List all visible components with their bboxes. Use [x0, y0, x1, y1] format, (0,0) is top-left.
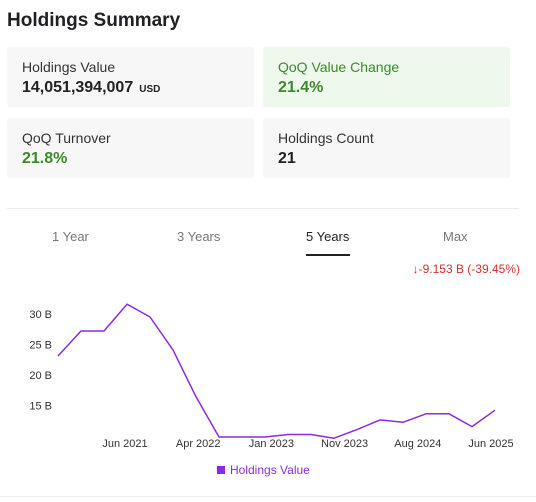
x-tick-label: Jan 2023	[249, 438, 294, 450]
qoq-value-change-card: QoQ Value Change 21.4%	[263, 47, 510, 107]
qoq-value-change-value: 21.4%	[278, 79, 324, 96]
x-tick-label: Aug 2024	[394, 438, 441, 450]
page-title: Holdings Summary	[7, 10, 181, 31]
active-tab-indicator	[306, 254, 350, 256]
legend-label: Holdings Value	[230, 463, 310, 477]
y-tick-label: 15 B	[29, 400, 52, 412]
data-point	[447, 412, 451, 416]
holdings-count-label: Holdings Count	[278, 130, 374, 146]
y-tick-label: 25 B	[29, 339, 52, 351]
tab-3-years[interactable]: 3 Years	[177, 229, 221, 244]
data-point	[125, 302, 129, 306]
qoq-value-change-label: QoQ Value Change	[278, 59, 400, 75]
qoq-turnover-label: QoQ Turnover	[22, 130, 111, 146]
data-point	[240, 435, 244, 439]
tab-1-year[interactable]: 1 Year	[52, 229, 89, 244]
y-axis-ticks: 15 B 20 B 25 B 30 B	[29, 309, 52, 412]
x-tick-label: Apr 2022	[176, 438, 221, 450]
holdings-value-amount: 14,051,394,007 USD	[22, 79, 160, 97]
data-point	[217, 435, 221, 439]
legend-swatch	[217, 466, 225, 474]
tab-5-years[interactable]: 5 Years	[306, 229, 350, 244]
data-point	[79, 329, 83, 333]
data-point	[194, 395, 198, 399]
holdings-value-points	[56, 302, 497, 440]
tab-max[interactable]: Max	[443, 229, 468, 244]
holdings-count-value: 21	[278, 150, 296, 167]
x-tick-label: Nov 2023	[321, 438, 368, 450]
arrow-down-icon: ↓	[412, 262, 419, 276]
holdings-value-line	[57, 303, 496, 439]
data-point	[470, 425, 474, 429]
legend-holdings-value[interactable]: Holdings Value	[217, 463, 310, 477]
holdings-count-card: Holdings Count 21	[263, 118, 510, 178]
data-point	[401, 420, 405, 424]
y-tick-label: 30 B	[29, 309, 52, 321]
x-axis-ticks: Jun 2021 Apr 2022 Jan 2023 Nov 2023 Aug 2024…	[102, 438, 513, 450]
data-point	[378, 418, 382, 422]
qoq-turnover-value: 21.8%	[22, 150, 68, 167]
data-point	[332, 436, 336, 440]
data-point	[263, 435, 267, 439]
bottom-divider	[0, 496, 536, 497]
period-change: ↓-9.153 B (-39.45%)	[413, 262, 520, 276]
data-point	[493, 408, 497, 412]
period-change-text: -9.153 B (-39.45%)	[418, 262, 520, 276]
data-point	[424, 412, 428, 416]
data-point	[56, 354, 60, 358]
data-point	[148, 315, 152, 319]
holdings-value-card: Holdings Value 14,051,394,007 USD	[7, 47, 254, 107]
holdings-value-number: 14,051,394,007	[22, 79, 134, 96]
holdings-value-label: Holdings Value	[22, 59, 116, 75]
data-point	[355, 428, 359, 432]
data-point	[286, 433, 290, 437]
qoq-turnover-card: QoQ Turnover 21.8%	[7, 118, 254, 178]
x-tick-label: Jun 2025	[468, 438, 513, 450]
data-point	[171, 348, 175, 352]
x-tick-label: Jun 2021	[102, 438, 147, 450]
holdings-value-chart: 15 B 20 B 25 B 30 B Jun 2021 Apr 2022 Jan 202…	[29, 302, 514, 450]
y-tick-label: 20 B	[29, 370, 52, 382]
holdings-value-unit: USD	[139, 84, 161, 95]
data-point	[102, 329, 106, 333]
section-divider	[7, 208, 519, 209]
data-point	[309, 433, 313, 437]
